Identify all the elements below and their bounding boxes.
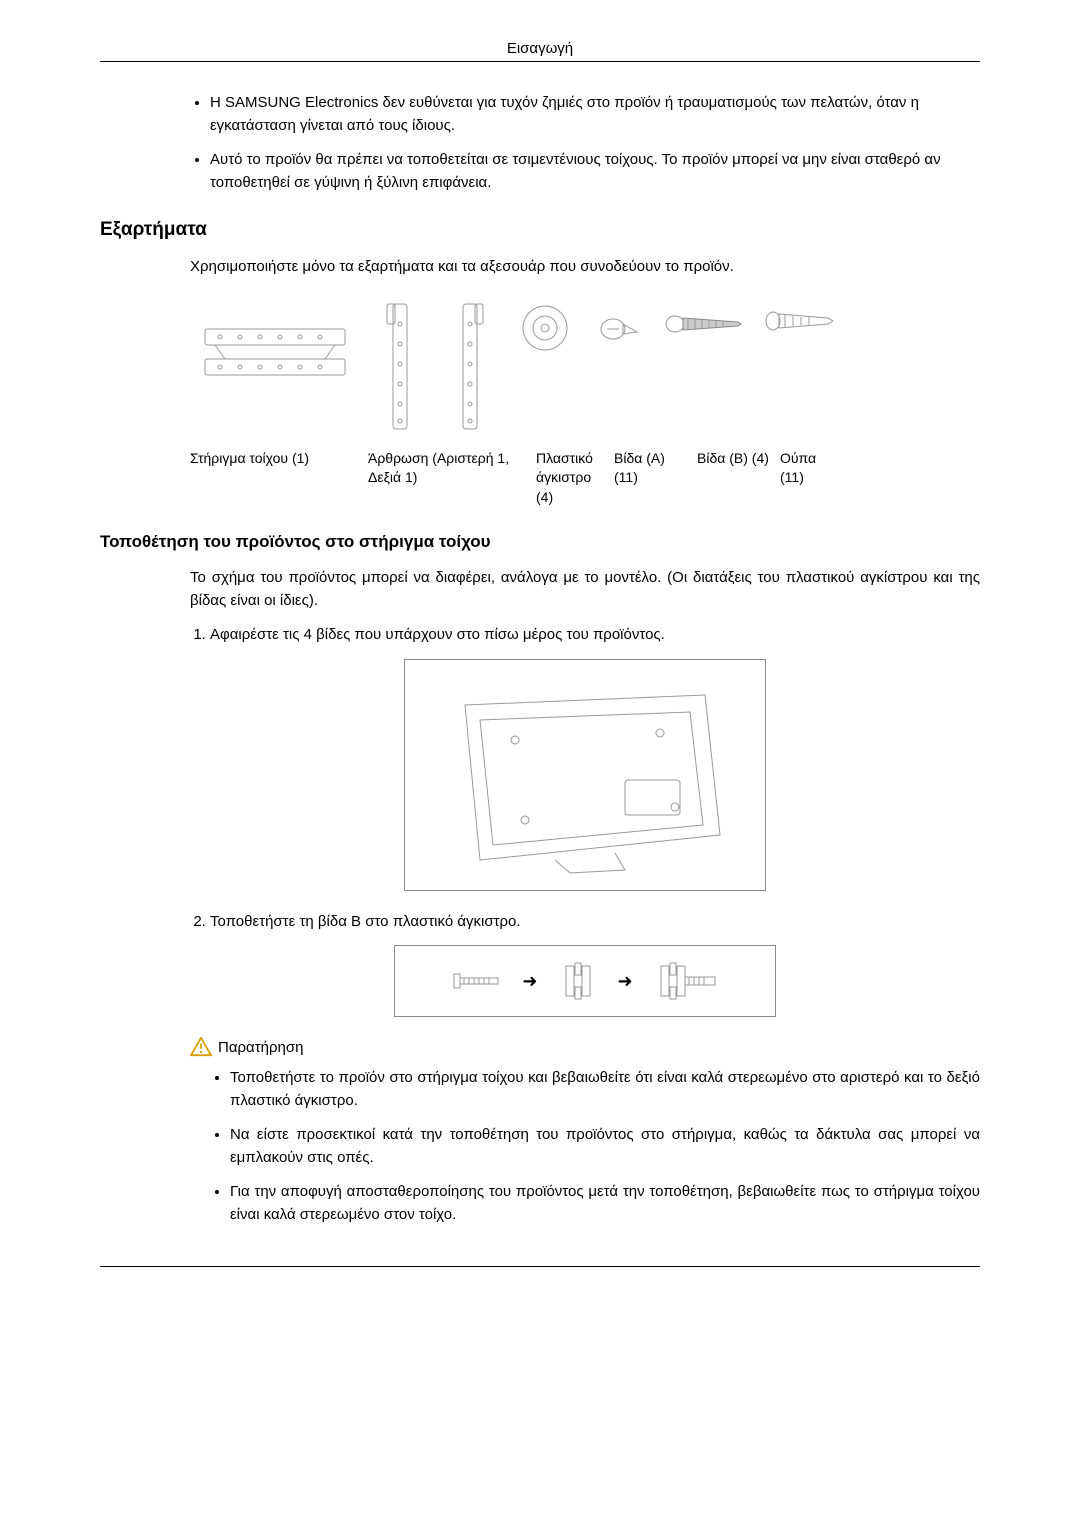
- parts-labels-row: Στήριγμα τοίχου (1) Άρθρωση (Αριστερή 1,…: [190, 449, 980, 508]
- hinge-right-image: [440, 299, 500, 439]
- bracket-icon: [195, 304, 355, 424]
- wall-bracket-image: [190, 299, 360, 429]
- part-label: Άρθρωση (Αριστερή 1, Δεξιά 1): [368, 449, 536, 508]
- intro-bullet-list: Η SAMSUNG Electronics δεν ευθύνεται για …: [190, 92, 980, 194]
- list-item: Για την αποφυγή αποσταθεροποίησης του πρ…: [230, 1181, 980, 1226]
- part-label: Πλαστικό άγκιστρο (4): [536, 449, 614, 508]
- footer-divider: [100, 1266, 980, 1267]
- mount-steps-list-2: Τοποθετήστε τη βίδα B στο πλαστικό άγκισ…: [190, 911, 980, 934]
- assembled-icon: [653, 961, 718, 1001]
- list-item: Τοποθετήστε το προϊόν στο στήριγμα τοίχο…: [230, 1067, 980, 1112]
- screw-assembly-figure: ➜ ➜: [394, 945, 776, 1017]
- section-title-parts: Εξαρτήματα: [100, 219, 980, 241]
- tv-back-figure: [404, 659, 766, 891]
- screw-icon: [595, 304, 645, 354]
- list-item: Αυτό το προϊόν θα πρέπει να τοποθετείται…: [210, 149, 980, 194]
- arrow-icon: ➜: [618, 971, 633, 992]
- hook-front-icon: [558, 961, 598, 1001]
- hook-icon: [518, 301, 573, 356]
- tv-back-icon: [425, 675, 745, 875]
- part-label: Βίδα (B) (4): [697, 449, 780, 508]
- anchor-icon: [763, 304, 838, 339]
- list-item: Αφαιρέστε τις 4 βίδες που υπάρχουν στο π…: [210, 624, 980, 647]
- hinge-left-image: [370, 299, 430, 439]
- screw-a-image: [590, 299, 650, 359]
- arrow-icon: ➜: [522, 971, 537, 992]
- hinge-icon: [445, 299, 495, 439]
- part-label: Ούπα (11): [780, 449, 848, 508]
- warning-icon: [190, 1037, 212, 1057]
- screw-b-icon: [663, 304, 748, 344]
- note-bullet-list: Τοποθετήστε το προϊόν στο στήριγμα τοίχο…: [190, 1067, 980, 1226]
- page-header: Εισαγωγή: [100, 40, 980, 62]
- screw-b-image: [660, 299, 750, 349]
- note-header: Παρατήρηση: [190, 1037, 980, 1057]
- anchor-image: [760, 299, 840, 344]
- list-item: Τοποθετήστε τη βίδα B στο πλαστικό άγκισ…: [210, 911, 980, 934]
- hinge-icon: [375, 299, 425, 439]
- plastic-hook-image: [510, 299, 580, 359]
- part-label: Στήριγμα τοίχου (1): [190, 449, 368, 508]
- part-label: Βίδα (A) (11): [614, 449, 697, 508]
- screw-side-icon: [452, 966, 502, 996]
- section-title-mount: Τοποθέτηση του προϊόντος στο στήριγμα το…: [100, 532, 980, 552]
- mount-steps-list: Αφαιρέστε τις 4 βίδες που υπάρχουν στο π…: [190, 624, 980, 647]
- list-item: Η SAMSUNG Electronics δεν ευθύνεται για …: [210, 92, 980, 137]
- parts-images-row: [190, 299, 980, 439]
- mount-intro-text: Το σχήμα του προϊόντος μπορεί να διαφέρε…: [190, 567, 980, 612]
- list-item: Να είστε προσεκτικοί κατά την τοποθέτηση…: [230, 1124, 980, 1169]
- note-label: Παρατήρηση: [218, 1039, 303, 1056]
- parts-intro-text: Χρησιμοποιήστε μόνο τα εξαρτήματα και τα…: [190, 256, 980, 279]
